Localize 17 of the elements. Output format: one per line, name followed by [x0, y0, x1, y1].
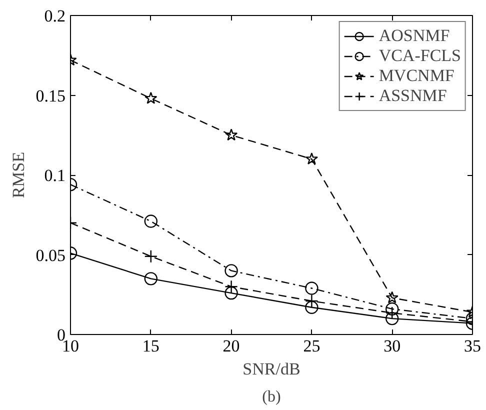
- y-tick-label: 0.2: [44, 6, 66, 26]
- legend-label: ASSNMF: [378, 86, 447, 106]
- x-tick-label: 15: [142, 336, 160, 356]
- x-axis-title: SNR/dB: [242, 360, 300, 378]
- x-tick-label: 30: [384, 336, 401, 356]
- x-tick-label: 35: [464, 336, 481, 356]
- legend-label: AOSNMF: [378, 26, 450, 46]
- y-tick-label: 0.15: [36, 86, 66, 106]
- legend-label: VCA-FCLS: [378, 46, 461, 66]
- y-tick-label: 0.1: [44, 166, 66, 185]
- y-tick-label: 0.05: [36, 246, 66, 265]
- y-axis-title: RMSE: [8, 152, 28, 198]
- text: (b): [262, 388, 281, 406]
- y-tick-label: 0: [57, 326, 66, 344]
- x-tick-label: 25: [303, 336, 320, 356]
- x-tick-label: 20: [222, 336, 240, 356]
- legend-label: MVCNMF: [378, 66, 454, 86]
